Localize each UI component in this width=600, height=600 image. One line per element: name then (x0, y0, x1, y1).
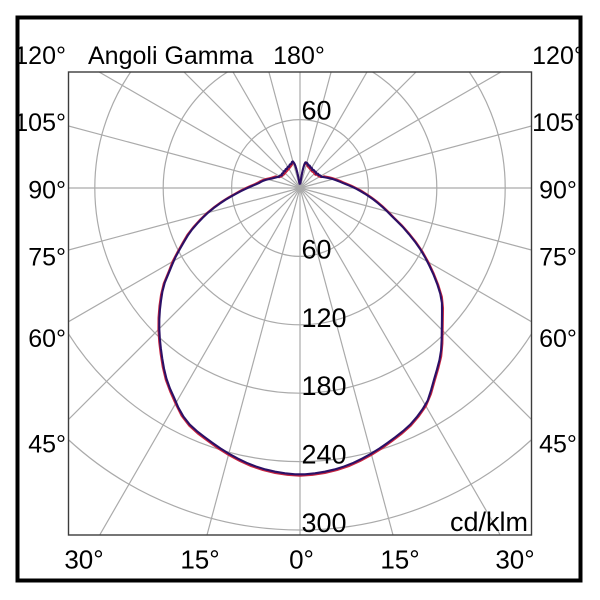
svg-text:45°: 45° (539, 431, 577, 459)
svg-text:120: 120 (302, 303, 347, 333)
svg-text:60: 60 (302, 96, 332, 126)
svg-text:180: 180 (302, 371, 347, 401)
svg-text:Angoli Gamma: Angoli Gamma (88, 42, 253, 70)
svg-text:180°: 180° (273, 42, 325, 70)
svg-text:240: 240 (302, 440, 347, 470)
svg-text:45°: 45° (28, 431, 66, 459)
svg-text:105°: 105° (14, 109, 66, 137)
svg-text:60°: 60° (28, 325, 66, 353)
svg-text:120°: 120° (14, 42, 66, 70)
svg-text:60: 60 (302, 235, 332, 265)
svg-text:60°: 60° (539, 325, 577, 353)
svg-text:75°: 75° (28, 244, 66, 272)
svg-text:300: 300 (302, 508, 347, 538)
svg-text:90°: 90° (28, 176, 66, 204)
svg-text:cd/klm: cd/klm (450, 507, 528, 537)
svg-text:105°: 105° (532, 109, 584, 137)
svg-text:15°: 15° (180, 544, 219, 574)
svg-text:15°: 15° (380, 544, 419, 574)
svg-text:30°: 30° (64, 544, 103, 574)
svg-text:75°: 75° (539, 244, 577, 272)
svg-text:90°: 90° (539, 176, 577, 204)
svg-text:120°: 120° (532, 42, 584, 70)
svg-text:30°: 30° (495, 544, 534, 574)
svg-text:0°: 0° (289, 544, 314, 574)
